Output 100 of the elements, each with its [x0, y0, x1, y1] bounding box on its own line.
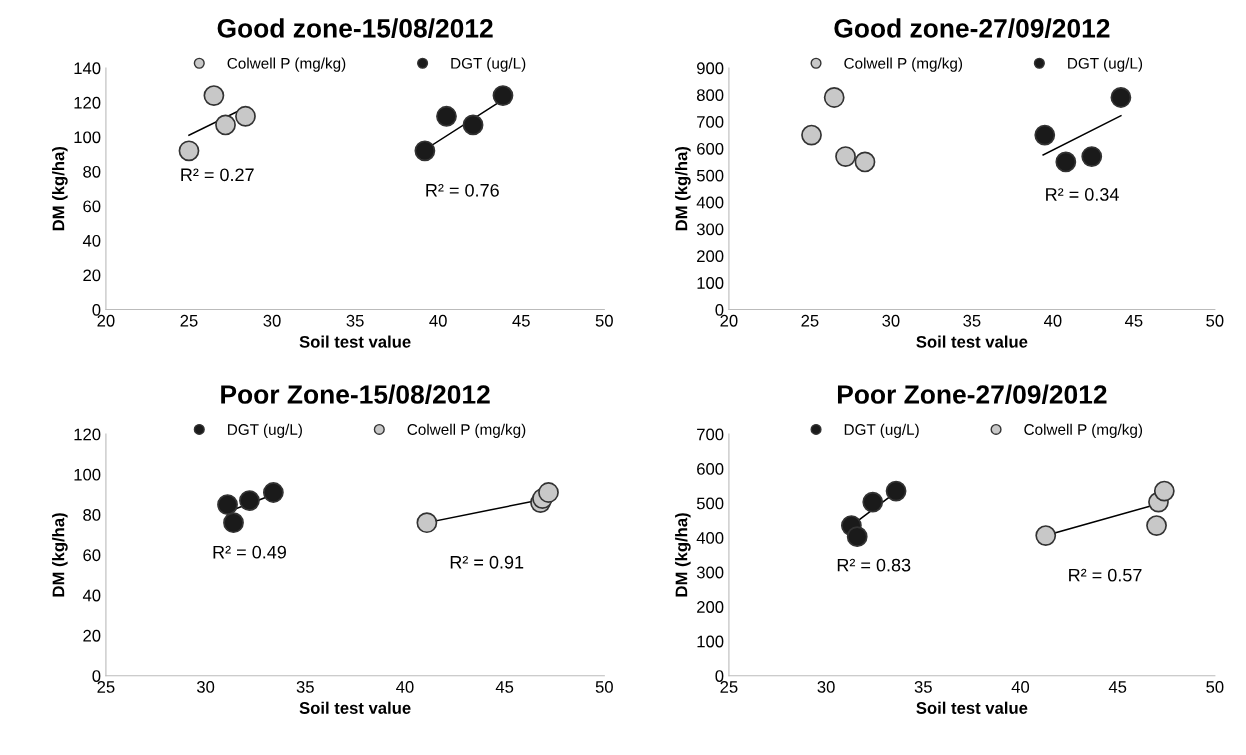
y-tick-label: 900 — [697, 62, 724, 75]
point — [801, 124, 822, 146]
point — [823, 87, 845, 108]
x-axis-title: Soil test value — [916, 701, 1028, 714]
y-tick-label: 600 — [697, 463, 724, 475]
x-axis-title: Soil test value — [299, 701, 411, 714]
legend-label: Colwell P (mg/kg) — [407, 423, 526, 438]
point — [239, 490, 260, 511]
y-tick-label: 200 — [697, 601, 724, 613]
point — [1153, 480, 1175, 502]
point — [203, 85, 225, 106]
x-tick-label: 25 — [720, 681, 738, 693]
point — [235, 105, 256, 127]
y-tick-label: 0 — [715, 303, 724, 316]
point — [416, 512, 438, 534]
y-tick-label: 80 — [83, 165, 101, 178]
x-tick-label: 45 — [1108, 681, 1127, 693]
point — [262, 482, 284, 503]
x-tick-label: 40 — [1011, 681, 1030, 693]
y-axis-title: DM (kg/ha) — [675, 513, 691, 597]
y-tick-label: 100 — [74, 468, 101, 481]
y-axis-title: DM (kg/ha) — [675, 146, 691, 231]
x-tick-label: 45 — [512, 315, 530, 327]
y-tick-label: 200 — [697, 250, 724, 263]
point — [1110, 87, 1132, 108]
point — [215, 114, 236, 136]
point — [414, 140, 436, 162]
y-tick-label: 20 — [83, 629, 101, 642]
y-tick-label: 100 — [697, 277, 724, 289]
y-tick-label: 120 — [74, 96, 101, 109]
x-tick-label: 40 — [1043, 314, 1062, 327]
y-tick-label: 120 — [74, 428, 101, 441]
x-tick-label: 40 — [396, 681, 414, 693]
y-axis-title: DM (kg/ha) — [52, 513, 68, 597]
point — [1034, 124, 1056, 146]
x-tick-label: 35 — [296, 681, 314, 693]
x-tick-label: 30 — [263, 314, 281, 327]
point — [835, 146, 856, 167]
x-tick-label: 50 — [595, 681, 613, 693]
y-tick-label: 60 — [83, 549, 101, 562]
x-tick-label: 30 — [882, 314, 900, 327]
y-tick-label: 60 — [83, 200, 101, 213]
point — [436, 105, 457, 127]
y-tick-label: 300 — [696, 566, 724, 579]
legend-label: DGT (ug/L) — [228, 423, 302, 438]
chart-title: Good zone-15/08/2012 — [217, 18, 493, 38]
chart-title: Poor Zone-15/08/2012 — [221, 384, 490, 405]
point — [1055, 151, 1077, 173]
x-tick-label: 50 — [595, 314, 613, 327]
x-tick-label: 45 — [1124, 315, 1143, 327]
y-tick-label: 400 — [696, 532, 724, 544]
point — [1146, 515, 1167, 536]
x-tick-label: 30 — [196, 681, 215, 693]
y-tick-label: 100 — [74, 131, 101, 144]
y-tick-label: 700 — [697, 428, 724, 441]
annotation: R² = 0.49 — [213, 545, 286, 559]
annotation: R² = 0.83 — [837, 558, 911, 572]
point — [178, 140, 200, 162]
x-tick-label: 30 — [817, 681, 835, 693]
y-tick-label: 0 — [92, 303, 101, 316]
legend-label: Colwell P (mg/kg) — [1024, 423, 1143, 438]
point — [885, 480, 907, 502]
annotation: R² = 0.34 — [1046, 188, 1119, 201]
point — [462, 114, 484, 136]
point — [538, 482, 559, 503]
legend-label: Colwell P (mg/kg) — [227, 57, 346, 72]
y-tick-label: 0 — [715, 670, 724, 682]
y-tick-label: 500 — [696, 497, 724, 510]
x-tick-label: 35 — [346, 314, 364, 327]
x-tick-label: 35 — [963, 314, 981, 327]
point — [846, 526, 868, 548]
annotation: R² = 0.91 — [450, 555, 524, 569]
x-tick-label: 50 — [1206, 681, 1224, 693]
y-tick-label: 800 — [696, 89, 724, 101]
x-tick-label: 50 — [1206, 314, 1224, 327]
point — [862, 491, 884, 513]
annotation: R² = 0.27 — [181, 168, 254, 182]
y-tick-label: 140 — [74, 62, 101, 75]
y-tick-label: 40 — [82, 234, 101, 247]
y-tick-label: 80 — [83, 509, 101, 521]
x-tick-label: 25 — [97, 681, 115, 693]
y-axis-title: DM (kg/ha) — [52, 146, 68, 231]
annotation: R² = 0.76 — [426, 183, 499, 197]
y-tick-label: 100 — [697, 635, 724, 648]
point — [1035, 525, 1057, 547]
x-tick-label: 25 — [801, 314, 819, 327]
chart-title: Poor Zone-27/09/2012 — [837, 384, 1107, 405]
x-tick-label: 35 — [914, 681, 932, 693]
point — [1081, 146, 1103, 167]
y-tick-label: 500 — [696, 169, 724, 182]
point — [492, 85, 514, 106]
x-axis-title: Soil test value — [299, 335, 411, 348]
y-tick-label: 400 — [696, 196, 724, 209]
x-axis-title: Soil test value — [916, 335, 1028, 348]
legend-label: DGT (ug/L) — [1068, 57, 1143, 72]
y-tick-label: 20 — [83, 269, 101, 282]
y-tick-label: 300 — [696, 223, 724, 236]
x-tick-label: 40 — [429, 314, 447, 327]
y-tick-label: 40 — [82, 589, 101, 602]
chart-title: Good zone-27/09/2012 — [834, 18, 1110, 38]
